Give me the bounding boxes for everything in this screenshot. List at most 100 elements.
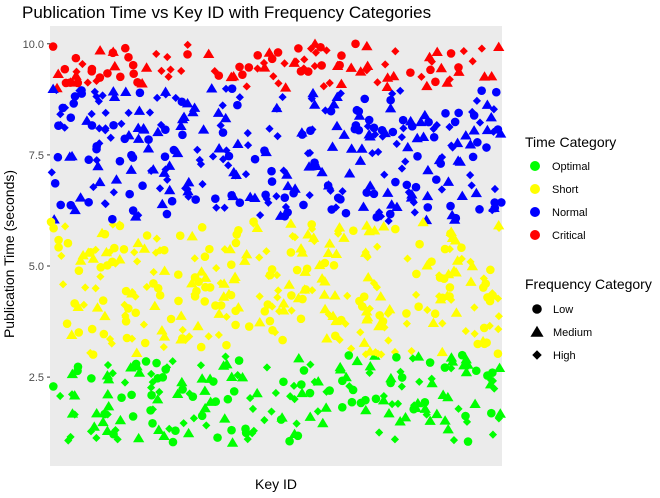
data-point-normal: [120, 134, 130, 144]
data-point-normal: [468, 125, 480, 135]
data-point-normal: [456, 190, 468, 201]
data-point-short: [362, 272, 374, 282]
data-point-critical: [337, 51, 346, 60]
data-point-optimal: [127, 390, 136, 400]
data-point-normal: [66, 200, 76, 210]
data-point-optimal: [249, 426, 258, 435]
data-point-optimal: [211, 397, 221, 406]
data-point-normal: [297, 130, 307, 139]
data-point-short: [226, 260, 236, 269]
data-point-critical: [108, 48, 118, 58]
data-point-short: [375, 291, 387, 301]
data-point-normal: [224, 151, 234, 161]
data-point-short: [470, 303, 479, 312]
data-point-critical: [78, 59, 87, 69]
data-point-critical: [253, 64, 262, 73]
data-point-optimal: [66, 432, 75, 441]
data-point-critical: [92, 76, 101, 86]
data-point-short: [74, 266, 84, 275]
data-point-critical: [406, 68, 415, 77]
data-point-optimal: [431, 408, 443, 419]
data-point-normal: [197, 124, 210, 134]
data-point-normal: [206, 83, 218, 93]
data-point-normal: [87, 109, 96, 119]
data-point-short: [212, 264, 221, 273]
data-point-normal: [338, 129, 350, 139]
data-point-normal: [161, 165, 170, 174]
data-point-optimal: [426, 377, 438, 388]
data-point-short: [485, 321, 494, 330]
data-point-short: [204, 332, 213, 341]
data-point-short: [194, 277, 203, 286]
data-point-optimal: [101, 370, 114, 380]
data-point-normal: [261, 190, 270, 200]
data-point-normal: [235, 198, 245, 208]
data-point-critical: [267, 54, 277, 64]
data-point-critical: [203, 48, 215, 58]
data-point-normal: [100, 199, 109, 208]
data-point-normal: [244, 191, 256, 202]
y-tick-label: 5.0: [29, 261, 44, 273]
data-point-normal: [454, 156, 466, 166]
data-point-normal: [109, 120, 118, 130]
data-point-normal: [473, 138, 482, 147]
data-point-optimal: [56, 391, 65, 401]
data-point-optimal: [345, 382, 354, 391]
legend-key-normal: [530, 207, 540, 217]
data-point-critical: [120, 43, 130, 53]
data-point-short: [369, 279, 379, 288]
data-point-optimal: [424, 415, 436, 425]
data-point-optimal: [460, 366, 473, 377]
data-point-short: [287, 291, 296, 300]
data-point-short: [105, 334, 115, 344]
data-point-normal: [307, 94, 316, 103]
data-point-normal: [227, 84, 237, 93]
data-point-short: [58, 280, 68, 289]
data-point-normal: [451, 137, 464, 148]
data-point-short: [195, 266, 208, 276]
data-point-optimal: [313, 407, 322, 416]
chart-title: Publication Time vs Key ID with Frequenc…: [22, 3, 431, 22]
data-point-optimal: [292, 419, 301, 428]
data-point-normal: [415, 116, 427, 127]
data-point-optimal: [248, 404, 258, 413]
data-point-optimal: [306, 360, 315, 369]
data-point-normal: [391, 201, 403, 212]
data-point-short: [139, 320, 149, 329]
data-point-optimal: [320, 402, 332, 412]
data-point-optimal: [420, 397, 430, 407]
data-point-short: [260, 306, 270, 316]
data-point-short: [334, 227, 343, 236]
data-point-optimal: [147, 369, 156, 379]
data-point-normal: [445, 122, 454, 132]
data-point-optimal: [69, 390, 81, 400]
data-point-normal: [424, 117, 433, 127]
data-point-short: [142, 282, 151, 291]
data-point-short: [435, 292, 444, 301]
data-point-normal: [161, 125, 170, 135]
data-point-critical: [417, 72, 426, 81]
data-point-critical: [210, 67, 219, 76]
data-point-optimal: [454, 404, 463, 413]
data-point-normal: [171, 93, 180, 102]
data-point-normal: [442, 176, 455, 186]
data-point-optimal: [226, 437, 239, 447]
data-point-critical: [214, 71, 224, 80]
data-point-normal: [243, 141, 253, 150]
data-point-normal: [211, 194, 220, 204]
data-point-normal: [429, 124, 438, 133]
legend-time-category: Time Category Optimal Short Normal Critical: [525, 134, 616, 242]
data-point-short: [436, 346, 448, 357]
data-point-normal: [138, 181, 147, 191]
data-point-optimal: [297, 380, 306, 389]
data-point-optimal: [223, 394, 233, 404]
data-point-short: [356, 328, 365, 337]
data-point-critical: [258, 62, 271, 72]
data-point-short: [286, 248, 296, 257]
data-point-normal: [392, 139, 401, 148]
data-point-normal: [56, 120, 65, 130]
data-point-normal: [326, 141, 339, 151]
data-point-normal: [132, 133, 145, 143]
data-point-optimal: [178, 385, 187, 394]
data-point-short: [149, 300, 161, 311]
